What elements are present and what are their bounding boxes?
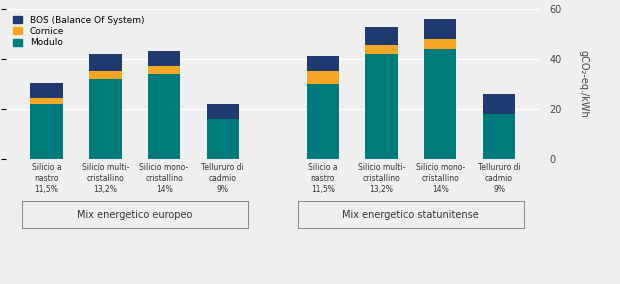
Bar <box>424 18 456 39</box>
Bar <box>89 71 122 79</box>
Text: Mix energetico statunitense: Mix energetico statunitense <box>342 210 479 220</box>
Bar <box>30 83 63 98</box>
Bar <box>365 27 397 45</box>
Bar <box>206 119 239 159</box>
Bar <box>148 74 180 159</box>
Legend: BOS (Balance Of System), Cornice, Modulo: BOS (Balance Of System), Cornice, Modulo <box>11 13 147 50</box>
Bar <box>89 79 122 159</box>
Bar <box>365 45 397 54</box>
Bar <box>30 98 63 104</box>
Bar <box>148 66 180 74</box>
Bar <box>424 49 456 159</box>
Bar <box>89 54 122 71</box>
Y-axis label: gCO₂-eq./kWh: gCO₂-eq./kWh <box>578 50 588 118</box>
Bar <box>30 104 63 159</box>
Bar <box>306 84 339 159</box>
Text: Mix energetico europeo: Mix energetico europeo <box>77 210 192 220</box>
Bar <box>306 71 339 84</box>
Bar <box>206 104 239 119</box>
Bar <box>483 114 515 159</box>
Bar <box>365 54 397 159</box>
Bar <box>424 39 456 49</box>
Bar <box>306 56 339 71</box>
Bar <box>148 51 180 66</box>
Bar <box>483 94 515 114</box>
